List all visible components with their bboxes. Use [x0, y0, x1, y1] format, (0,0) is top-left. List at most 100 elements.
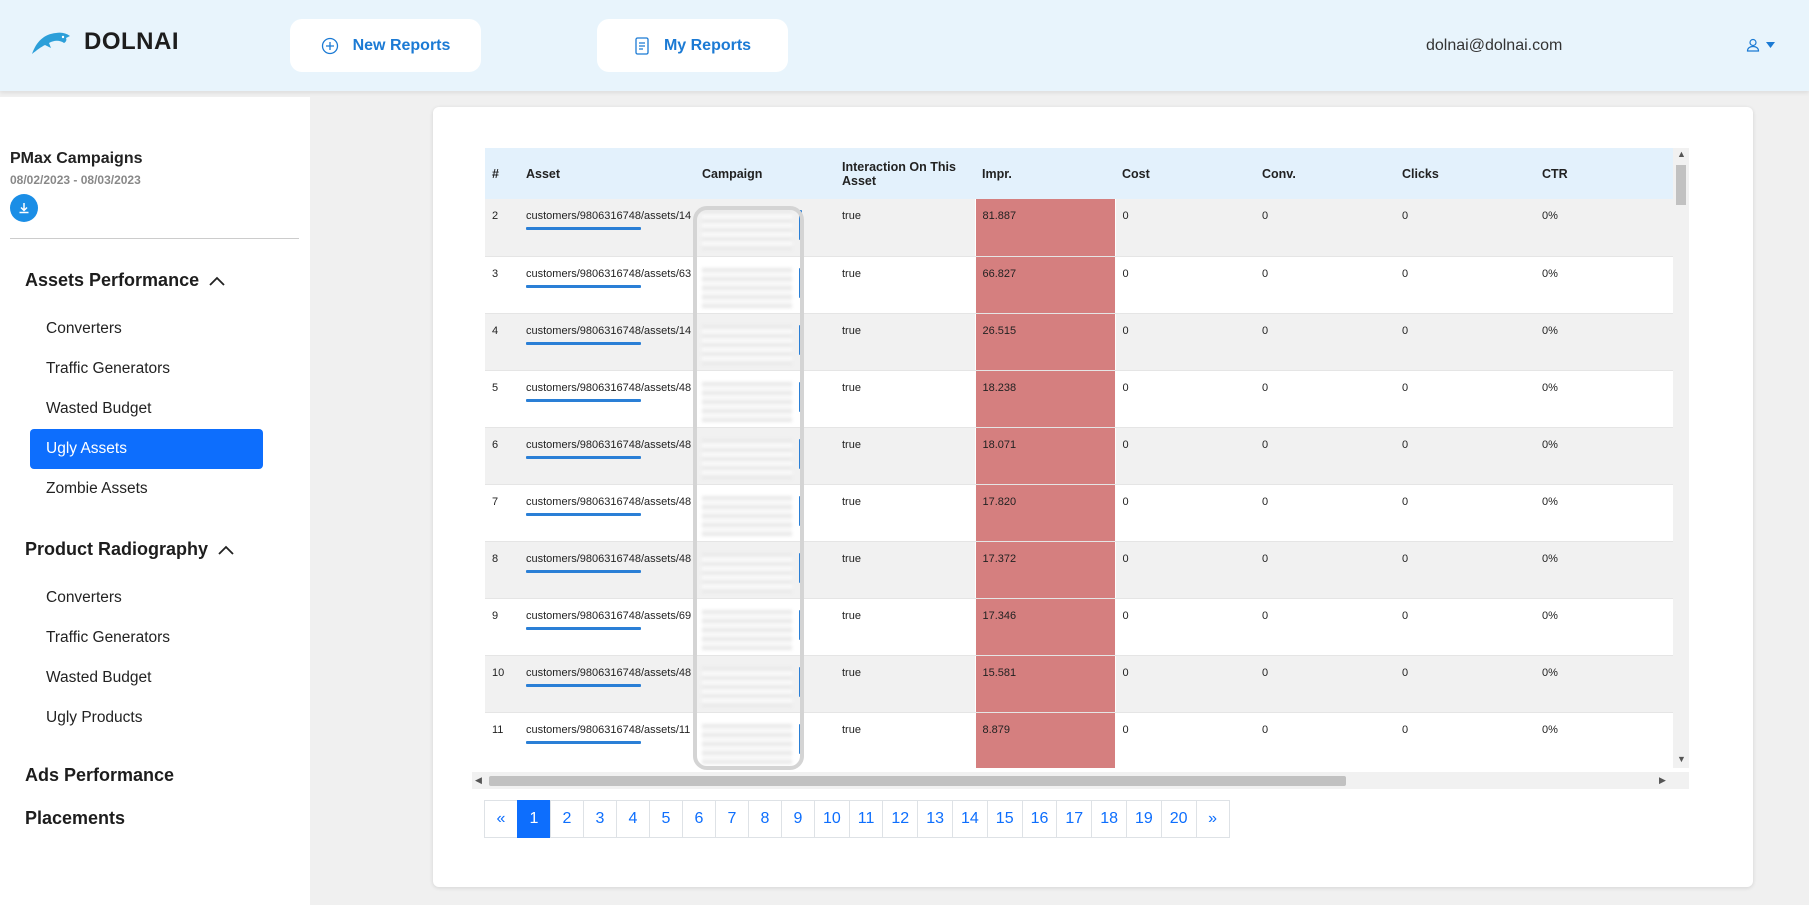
section-assets-performance[interactable]: Assets Performance — [25, 270, 225, 291]
column-resize-handle[interactable] — [799, 438, 802, 469]
table-scroll-area[interactable]: # Asset Campaign Interaction On This Ass… — [485, 148, 1689, 768]
vertical-scroll-thumb[interactable] — [1676, 165, 1686, 205]
cell-asset[interactable]: customers/9806316748/assets/48 — [519, 427, 695, 485]
column-resize-handle[interactable] — [799, 210, 802, 240]
table-row[interactable]: 9 customers/9806316748/assets/69 true 17.34… — [485, 598, 1673, 656]
column-resize-handle[interactable] — [799, 723, 802, 754]
scroll-down-icon[interactable]: ▼ — [1677, 754, 1686, 764]
page-button-14[interactable]: 14 — [952, 800, 988, 838]
col-header-interaction[interactable]: Interaction On This Asset — [835, 148, 975, 199]
page-button-19[interactable]: 19 — [1125, 800, 1162, 838]
campaign-redacted — [702, 723, 792, 764]
scroll-up-icon[interactable]: ▲ — [1677, 149, 1686, 159]
page-button-3[interactable]: 3 — [583, 800, 617, 838]
table-row[interactable]: 3 customers/9806316748/assets/63 true 66.82… — [485, 256, 1673, 314]
cell-asset[interactable]: customers/9806316748/assets/48 — [519, 655, 695, 713]
scroll-left-icon[interactable]: ◀ — [475, 775, 482, 785]
page-button-7[interactable]: 7 — [715, 800, 749, 838]
cell-asset[interactable]: customers/9806316748/assets/48 — [519, 484, 695, 542]
col-header-conv[interactable]: Conv. — [1255, 148, 1395, 199]
asset-link[interactable]: customers/9806316748/assets/48 — [526, 666, 692, 679]
cell-asset[interactable]: customers/9806316748/assets/11 — [519, 712, 695, 768]
col-header-asset[interactable]: Asset — [519, 148, 695, 199]
asset-link[interactable]: customers/9806316748/assets/48 — [526, 552, 692, 565]
sidebar-item-wasted-budget[interactable]: Wasted Budget — [46, 400, 152, 417]
sidebar-item-zombie-assets[interactable]: Zombie Assets — [46, 480, 148, 497]
sidebar-item-converters[interactable]: Converters — [46, 589, 122, 606]
page-button-16[interactable]: 16 — [1021, 800, 1058, 838]
asset-link[interactable]: customers/9806316748/assets/48 — [526, 438, 692, 451]
col-header-campaign[interactable]: Campaign — [695, 148, 835, 199]
page-next-button[interactable]: » — [1195, 800, 1230, 838]
column-resize-handle[interactable] — [799, 552, 802, 583]
table-row[interactable]: 2 customers/9806316748/assets/14 true 81.88… — [485, 199, 1673, 257]
brand-logo[interactable]: DOLNAI — [30, 28, 179, 56]
asset-link[interactable]: customers/9806316748/assets/14 — [526, 210, 692, 222]
table-row[interactable]: 5 customers/9806316748/assets/48 true 18.23… — [485, 370, 1673, 428]
cell-asset[interactable]: customers/9806316748/assets/63 — [519, 256, 695, 314]
page-button-8[interactable]: 8 — [748, 800, 782, 838]
table-row[interactable]: 4 customers/9806316748/assets/14 true 26.51… — [485, 313, 1673, 371]
sidebar-item-traffic-generators[interactable]: Traffic Generators — [46, 629, 171, 646]
vertical-scrollbar[interactable]: ▲ ▼ — [1673, 148, 1689, 768]
column-resize-handle[interactable] — [799, 381, 802, 412]
section-ads-performance[interactable]: Ads Performance — [25, 765, 174, 786]
column-resize-handle[interactable] — [799, 324, 802, 355]
new-reports-button[interactable]: New Reports — [290, 19, 481, 72]
cell-impr: 17.346 — [974, 598, 1116, 656]
page-button-1[interactable]: 1 — [517, 800, 551, 838]
page-button-20[interactable]: 20 — [1160, 800, 1197, 838]
horizontal-scrollbar[interactable]: ◀ ▶ — [472, 772, 1689, 789]
col-header-ctr[interactable]: CTR — [1535, 148, 1673, 199]
table-row[interactable]: 11 customers/9806316748/assets/11 true 8.87… — [485, 712, 1673, 768]
page-button-11[interactable]: 11 — [848, 800, 884, 838]
page-button-13[interactable]: 13 — [917, 800, 953, 838]
column-resize-handle[interactable] — [799, 495, 802, 526]
cell-asset[interactable]: customers/9806316748/assets/69 — [519, 598, 695, 656]
column-resize-handle[interactable] — [799, 267, 802, 298]
col-header-index[interactable]: # — [485, 148, 519, 199]
section-product-radiography[interactable]: Product Radiography — [25, 539, 234, 560]
column-resize-handle[interactable] — [799, 609, 802, 640]
col-header-clicks[interactable]: Clicks — [1395, 148, 1535, 199]
cell-asset[interactable]: customers/9806316748/assets/48 — [519, 541, 695, 599]
cell-asset[interactable]: customers/9806316748/assets/14 — [519, 199, 695, 257]
asset-link[interactable]: customers/9806316748/assets/14 — [526, 324, 692, 337]
page-button-5[interactable]: 5 — [649, 800, 683, 838]
asset-link[interactable]: customers/9806316748/assets/48 — [526, 381, 692, 394]
asset-link[interactable]: customers/9806316748/assets/69 — [526, 609, 692, 622]
page-button-10[interactable]: 10 — [814, 800, 850, 838]
page-button-2[interactable]: 2 — [550, 800, 584, 838]
column-resize-handle[interactable] — [799, 666, 802, 697]
sidebar-item-traffic-generators[interactable]: Traffic Generators — [46, 360, 171, 377]
table-row[interactable]: 10 customers/9806316748/assets/48 true 15.5… — [485, 655, 1673, 713]
my-reports-button[interactable]: My Reports — [597, 19, 788, 72]
page-button-15[interactable]: 15 — [986, 800, 1023, 838]
section-placements[interactable]: Placements — [25, 808, 125, 829]
scroll-right-icon[interactable]: ▶ — [1659, 775, 1666, 785]
page-prev-button[interactable]: « — [484, 800, 518, 838]
asset-link[interactable]: customers/9806316748/assets/48 — [526, 495, 692, 508]
cell-asset[interactable]: customers/9806316748/assets/14 — [519, 313, 695, 371]
asset-link[interactable]: customers/9806316748/assets/11 — [526, 723, 691, 736]
page-button-18[interactable]: 18 — [1091, 800, 1127, 838]
page-button-4[interactable]: 4 — [616, 800, 650, 838]
sidebar-item-ugly-products[interactable]: Ugly Products — [46, 709, 143, 726]
sidebar-item-ugly-assets[interactable]: Ugly Assets — [30, 429, 263, 469]
sidebar-item-converters[interactable]: Converters — [46, 320, 122, 337]
col-header-cost[interactable]: Cost — [1115, 148, 1255, 199]
download-button[interactable] — [10, 194, 38, 222]
table-row[interactable]: 8 customers/9806316748/assets/48 true 17.37… — [485, 541, 1673, 599]
page-button-6[interactable]: 6 — [682, 800, 716, 838]
horizontal-scroll-thumb[interactable] — [489, 776, 1346, 786]
page-button-12[interactable]: 12 — [882, 800, 919, 838]
cell-asset[interactable]: customers/9806316748/assets/48 — [519, 370, 695, 428]
page-button-17[interactable]: 17 — [1056, 800, 1093, 838]
asset-link[interactable]: customers/9806316748/assets/63 — [526, 267, 692, 280]
col-header-impr[interactable]: Impr. — [975, 148, 1115, 199]
user-menu-toggle[interactable] — [1746, 38, 1775, 52]
table-row[interactable]: 7 customers/9806316748/assets/48 true 17.82… — [485, 484, 1673, 542]
sidebar-item-wasted-budget[interactable]: Wasted Budget — [46, 669, 152, 686]
table-row[interactable]: 6 customers/9806316748/assets/48 true 18.07… — [485, 427, 1673, 485]
page-button-9[interactable]: 9 — [781, 800, 815, 838]
